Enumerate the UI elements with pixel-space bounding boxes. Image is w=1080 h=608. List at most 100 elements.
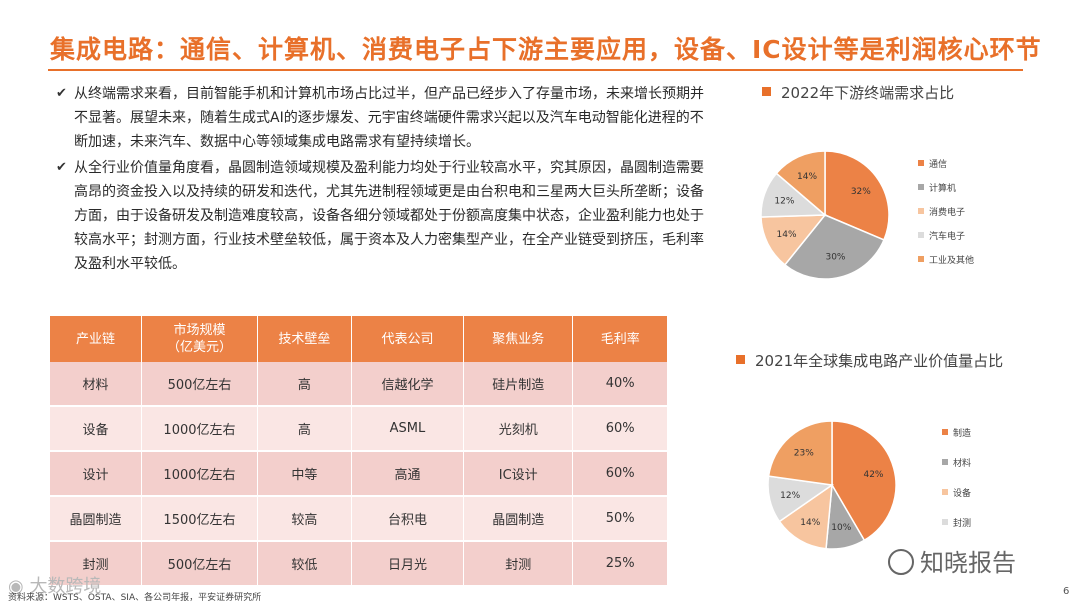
checkmark-icon: ✔	[56, 86, 67, 101]
header-cell: 代表公司	[351, 316, 465, 362]
legend-value: 制造 材料 设备 封测	[942, 428, 971, 548]
legend-item: 消费电子	[918, 207, 974, 231]
legend-label: 通信	[929, 160, 948, 170]
pie-slice-通信	[824, 150, 890, 241]
table-cell: 设备	[50, 407, 143, 452]
bullet-list: ✔ 从终端需求来看，目前智能手机和计算机市场占比过半，但产品已经步入了存量市场，…	[56, 82, 716, 278]
table-cell: 硅片制造	[464, 362, 574, 407]
legend-label: 封测	[953, 519, 972, 529]
legend-item: 工业及其他	[918, 255, 974, 279]
watermark-text: 大数跨境	[29, 576, 102, 597]
table-cell: 50%	[573, 497, 668, 542]
wechat-icon	[888, 549, 914, 575]
table-cell: 25%	[573, 542, 668, 587]
pie-data-label: 14%	[800, 518, 820, 528]
table-cell: 1000亿左右	[142, 452, 258, 497]
watermark-logo-icon: ◉	[8, 576, 30, 597]
table-cell: 光刻机	[464, 407, 574, 452]
pie-data-label: 42%	[863, 470, 883, 480]
legend-item: 计算机	[918, 183, 974, 207]
legend-swatch	[942, 429, 948, 435]
header-cell: 市场规模 （亿美元）	[142, 316, 258, 362]
legend-swatch	[918, 256, 924, 262]
table-cell: IC设计	[464, 452, 574, 497]
chart-title-text: 2021年全球集成电路产业价值量占比	[755, 352, 1004, 370]
pie-slice-设计	[767, 420, 833, 486]
pie-data-label: 12%	[774, 197, 794, 207]
legend-label: 计算机	[929, 184, 957, 194]
pie-slice-工业及其他	[775, 150, 826, 217]
table-cell: 较低	[257, 542, 352, 587]
table-cell: 60%	[573, 407, 668, 452]
table-row: 设备 1000亿左右 高 ASML 光刻机 60%	[50, 407, 668, 452]
watermark-text: 知晓报告	[920, 549, 1016, 577]
header-cell: 毛利率	[573, 316, 668, 362]
legend-swatch	[918, 232, 924, 238]
table-cell: 1000亿左右	[142, 407, 258, 452]
table-row: 晶圆制造 1500亿左右 较高 台积电 晶圆制造 50%	[50, 497, 668, 542]
legend-label: 制造	[953, 429, 972, 439]
table-cell: 40%	[573, 362, 668, 407]
pie-data-label: 32%	[851, 187, 871, 197]
pie-data-label: 23%	[794, 449, 814, 459]
header-cell: 产业链	[50, 316, 143, 362]
table-cell: 60%	[573, 452, 668, 497]
title-divider	[48, 69, 1023, 71]
watermark-right: 知晓报告	[888, 543, 1016, 578]
watermark-left: ◉ 大数跨境	[8, 572, 101, 598]
legend-item: 材料	[942, 458, 971, 488]
legend-swatch	[918, 160, 924, 166]
legend-label: 材料	[953, 459, 972, 469]
table-cell: 日月光	[351, 542, 465, 587]
page-number: 6	[1063, 586, 1070, 597]
table-cell: 设计	[50, 452, 143, 497]
legend-item: 设备	[942, 488, 971, 518]
legend-swatch	[942, 489, 948, 495]
header-cell: 技术壁垒	[257, 316, 352, 362]
legend-swatch	[942, 519, 948, 525]
legend-label: 设备	[953, 489, 972, 499]
pie-slice-计算机	[783, 214, 885, 280]
legend-item: 制造	[942, 428, 971, 458]
legend-item: 封测	[942, 518, 971, 548]
bullet-item: ✔ 从终端需求来看，目前智能手机和计算机市场占比过半，但产品已经步入了存量市场，…	[56, 82, 716, 154]
table-cell: 材料	[50, 362, 143, 407]
source-note: 资料来源：WSTS、OSTA、SIA、各公司年报，平安证券研究所	[8, 593, 262, 603]
legend-swatch	[918, 184, 924, 190]
page-title: 集成电路：通信、计算机、消费电子占下游主要应用，设备、IC设计等是利润核心环节	[50, 35, 1042, 64]
pie-data-label: 14%	[777, 230, 797, 240]
table-row: 封测 500亿左右 较低 日月光 封测 25%	[50, 542, 668, 587]
pie-slice-设备	[778, 483, 833, 550]
pie-data-label: 30%	[825, 253, 845, 263]
chart-title-value: 2021年全球集成电路产业价值量占比	[736, 350, 1003, 371]
legend-item: 通信	[918, 159, 974, 183]
table-cell: 封测	[50, 542, 143, 587]
pie-data-label: 10%	[831, 523, 851, 533]
checkmark-icon: ✔	[56, 160, 67, 175]
table-cell: 晶圆制造	[50, 497, 143, 542]
table-cell: 信越化学	[351, 362, 465, 407]
pie-slice-消费电子	[760, 214, 827, 266]
table-row: 设计 1000亿左右 中等 高通 IC设计 60%	[50, 452, 668, 497]
table-cell: 高	[257, 407, 352, 452]
legend-label: 汽车电子	[929, 232, 966, 242]
square-bullet-icon	[762, 87, 771, 96]
pie-data-label: 12%	[780, 491, 800, 501]
table-cell: 高	[257, 362, 352, 407]
header-cell: 聚焦业务	[464, 316, 574, 362]
table-cell: 晶圆制造	[464, 497, 574, 542]
legend-label: 工业及其他	[929, 256, 975, 266]
chart-title-text: 2022年下游终端需求占比	[781, 84, 955, 102]
table-cell: 中等	[257, 452, 352, 497]
legend-item: 汽车电子	[918, 231, 974, 255]
table-cell: 1500亿左右	[142, 497, 258, 542]
table-row: 材料 500亿左右 高 信越化学 硅片制造 40%	[50, 362, 668, 407]
legend-swatch	[918, 208, 924, 214]
chart-title-demand: 2022年下游终端需求占比	[762, 82, 954, 103]
legend-demand: 通信 计算机 消费电子 汽车电子 工业及其他	[918, 159, 974, 279]
table-cell: 高通	[351, 452, 465, 497]
table-cell: 封测	[464, 542, 574, 587]
table-header-row: 产业链 市场规模 （亿美元） 技术壁垒 代表公司 聚焦业务 毛利率	[50, 316, 668, 362]
legend-swatch	[942, 459, 948, 465]
table-cell: 500亿左右	[142, 542, 258, 587]
